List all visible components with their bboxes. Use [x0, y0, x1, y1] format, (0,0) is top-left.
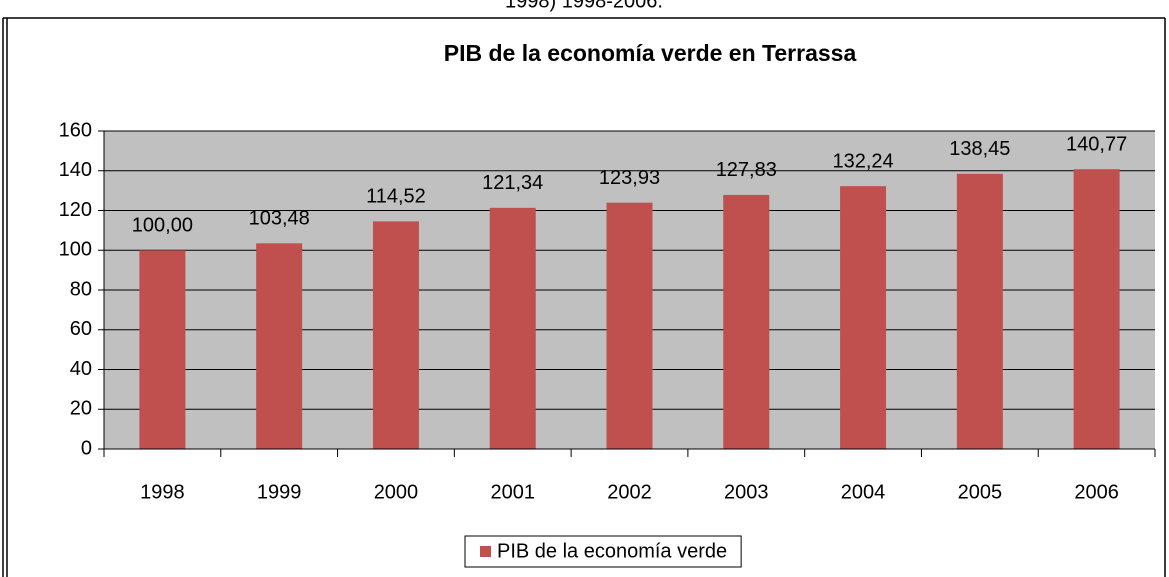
value-label: 138,45 [949, 138, 1010, 160]
chart-title: PIB de la economía verde en Terrassa [444, 40, 857, 66]
x-tick-label: 2002 [607, 481, 652, 503]
value-label: 140,77 [1066, 134, 1127, 156]
bar [139, 250, 186, 449]
value-label: 114,52 [366, 186, 426, 208]
bar [1073, 169, 1120, 450]
value-label: 127,83 [716, 159, 777, 181]
x-tick-label: 2001 [490, 481, 535, 503]
bar [606, 202, 653, 449]
caption: 1998) 1998-2006. [505, 0, 663, 12]
bar [256, 243, 303, 449]
y-tick-label: 0 [81, 437, 92, 459]
y-tick-label: 80 [70, 278, 92, 300]
value-label: 132,24 [832, 150, 893, 172]
bar [372, 221, 419, 449]
y-tick-label: 120 [59, 199, 92, 221]
y-tick-label: 140 [59, 159, 92, 181]
y-tick-label: 40 [70, 358, 92, 380]
legend-box [464, 535, 742, 568]
legend-swatch [480, 546, 491, 557]
bar [489, 207, 536, 449]
value-label: 100,00 [132, 215, 193, 237]
bar [723, 194, 770, 449]
x-tick-label: 2006 [1074, 481, 1119, 503]
y-tick-label: 60 [70, 318, 92, 340]
y-tick-label: 160 [59, 119, 92, 141]
legend-label: PIB de la economía verde [497, 540, 727, 562]
y-tick-label: 20 [70, 398, 92, 420]
value-label: 103,48 [249, 208, 310, 230]
x-tick-label: 2004 [841, 481, 886, 503]
x-tick-label: 1998 [140, 481, 185, 503]
bar [956, 173, 1003, 449]
x-tick-label: 2003 [724, 481, 769, 503]
x-tick-label: 2005 [958, 481, 1003, 503]
y-tick-label: 100 [59, 239, 92, 261]
value-label: 121,34 [482, 172, 543, 194]
bar [840, 186, 887, 449]
x-tick-label: 1999 [257, 481, 302, 503]
value-label: 123,93 [599, 167, 660, 189]
x-tick-label: 2000 [374, 481, 419, 503]
